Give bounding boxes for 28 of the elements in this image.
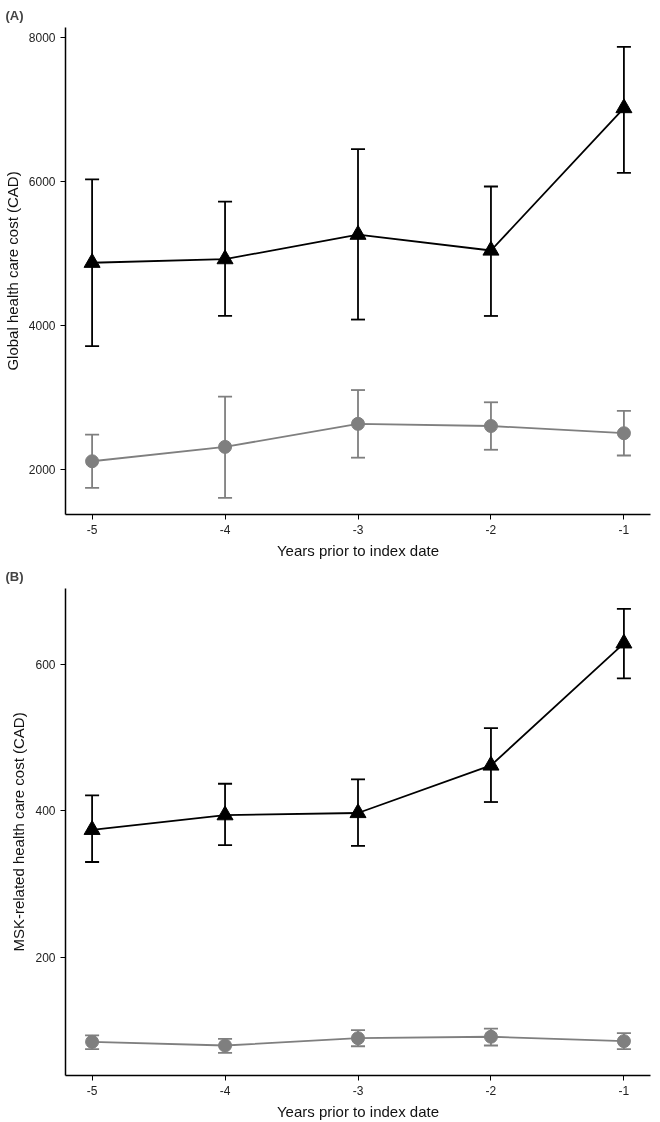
x-tick-label: -5	[86, 522, 98, 537]
x-tick-label: -2	[485, 522, 497, 537]
y-tick-label: 4000	[28, 318, 56, 333]
y-tick-label: 8000	[28, 31, 56, 46]
y-axis-title: Global health care cost (CAD)	[3, 171, 21, 371]
y-tick-label: 2000	[28, 462, 56, 477]
x-axis-title: Years prior to index date	[276, 1102, 440, 1120]
x-tick-label: -5	[86, 1083, 98, 1098]
y-tick-label: 200	[35, 950, 56, 965]
y-axis-title: MSK-related health care cost (CAD)	[10, 712, 28, 952]
x-tick-label: -1	[618, 1083, 630, 1098]
point	[349, 803, 367, 819]
point	[482, 755, 500, 771]
point	[216, 805, 234, 821]
y-tick-label: 6000	[28, 174, 56, 189]
x-tick-label: -1	[618, 522, 630, 537]
x-tick-label: -2	[485, 1083, 497, 1098]
x-tick-label: -4	[219, 522, 231, 537]
point	[83, 820, 101, 835]
y-tick-label: 400	[35, 804, 56, 819]
x-tick-label: -3	[352, 522, 364, 537]
chart-title: (B)	[5, 568, 24, 584]
x-tick-label: -3	[352, 1083, 364, 1098]
x-axis-title: Years prior to index date	[276, 541, 440, 559]
x-tick-label: -4	[219, 1083, 231, 1098]
chart-title: (A)	[5, 7, 24, 23]
point	[615, 633, 633, 649]
y-tick-label: 600	[35, 658, 56, 673]
